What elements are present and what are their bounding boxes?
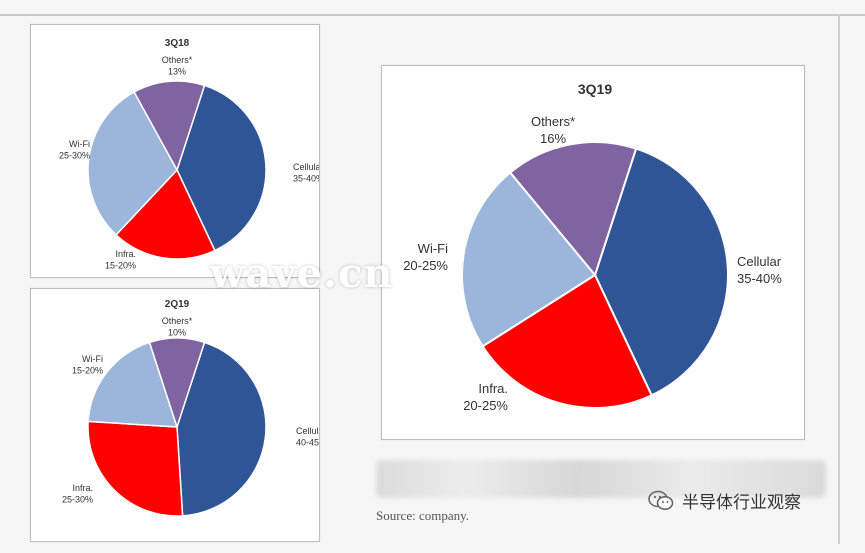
chart-title: 3Q19 (578, 81, 612, 97)
pie-slice-others (133, 80, 206, 172)
pie-slice-wifi (87, 341, 179, 428)
slice-label: Others* 13% (162, 55, 193, 77)
pie-slice-wifi (461, 171, 597, 348)
chart-panel-3q19: 3Q19 Cellular 35-40% Infra. 20-25% Wi-Fi 20-25… (381, 65, 805, 440)
pie-slice-infra (115, 168, 216, 260)
chart-title: 2Q19 (165, 299, 190, 310)
watermark-text: wave.cn (210, 250, 394, 297)
slice-label: Infra. 15-20% (105, 249, 136, 271)
source-note: Source: company. (376, 508, 470, 523)
slice-label: Infra. 25-30% (62, 483, 93, 505)
wechat-account-name: 半导体行业观察 (682, 493, 801, 513)
pie-chart-2q19: 2Q19 Cellular40-45% Infra.25-30% Wi-Fi15-20… (62, 299, 319, 517)
slice-label: Infra. 20-25% (463, 381, 508, 413)
pie-slice-infra (481, 273, 653, 409)
slice-label: Cellular40-45% (296, 426, 319, 448)
chart-title: 3Q18 (165, 38, 190, 49)
slice-label: Others* 10% (162, 316, 193, 338)
pie-slice-cellular (176, 84, 267, 252)
pie-slice-cellular (593, 147, 729, 397)
pie-chart-3q19: 3Q19 Cellular 35-40% Infra. 20-25% Wi-Fi 20-25… (403, 81, 782, 413)
blurred-caption (376, 460, 826, 498)
top-border-line (0, 14, 865, 16)
pie-slice-cellular (176, 341, 267, 517)
pie-slice-wifi (87, 90, 178, 236)
slice-label: Wi-Fi 15-20% (72, 354, 103, 376)
right-border-line (838, 14, 840, 544)
pie-slice-others (508, 141, 638, 278)
slice-label: Wi-Fi 25-30% (59, 139, 90, 161)
pie-slice-infra (87, 420, 184, 517)
pie-slice-others (148, 337, 206, 430)
slice-label: Wi-Fi 20-25% (403, 241, 448, 273)
wechat-account-badge: 半导体行业观察 (648, 488, 801, 513)
wechat-icon (648, 490, 674, 512)
chart-panel-2q19: 2Q19 Cellular40-45% Infra.25-30% Wi-Fi15-20… (30, 288, 320, 542)
slice-label: Others* 16% (531, 114, 575, 146)
